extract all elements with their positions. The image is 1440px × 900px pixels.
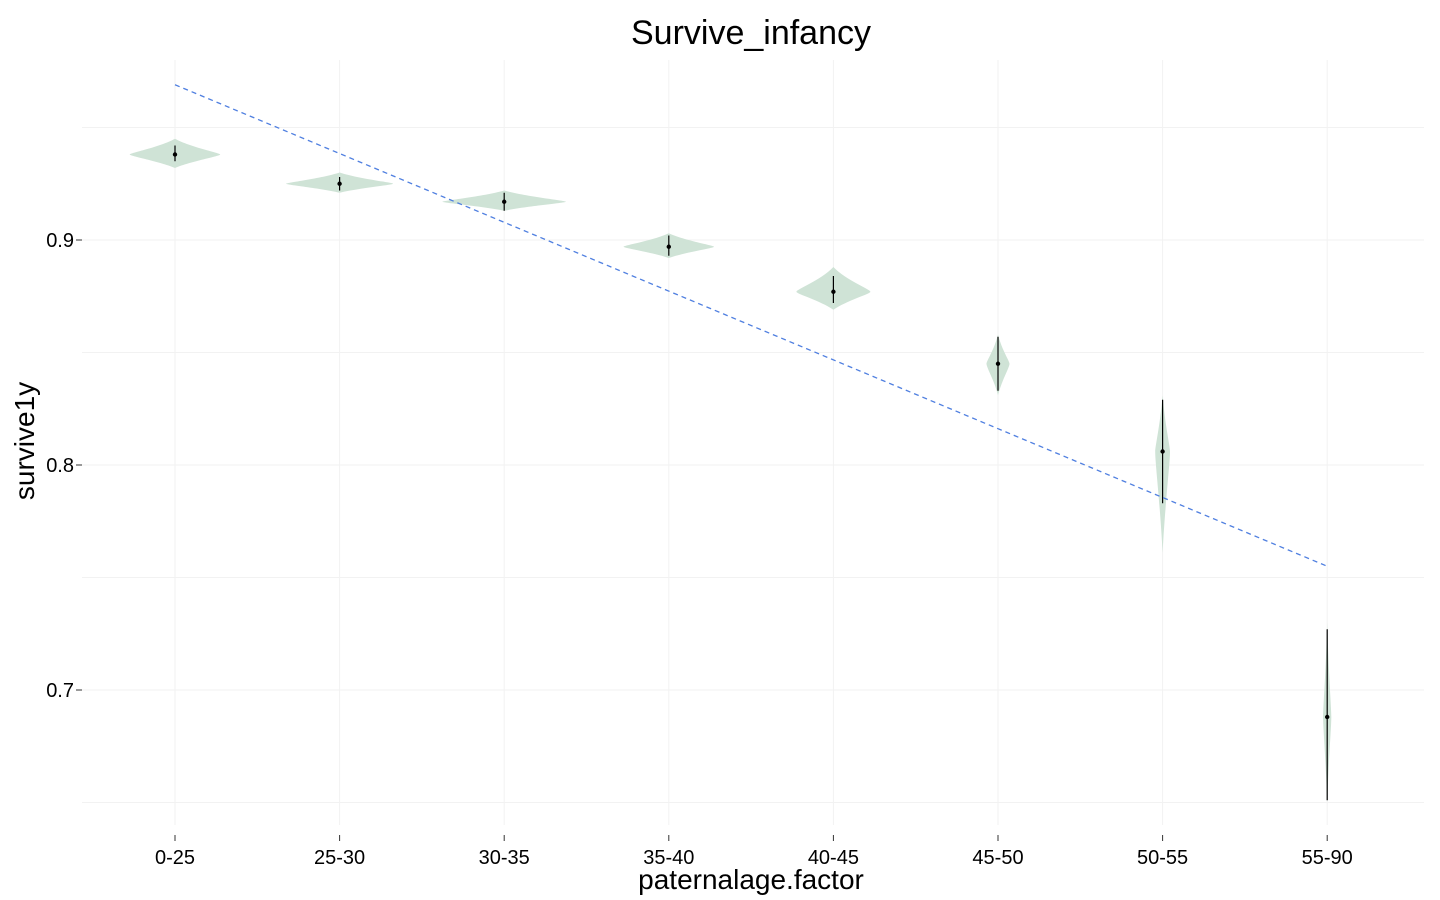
median-point-45-50 xyxy=(995,361,1001,366)
x-tick-label: 35-40 xyxy=(643,847,694,869)
x-tick-label: 55-90 xyxy=(1302,847,1353,869)
x-axis: 0-25 25-30 30-35 35-40 40-45 45-50 50-55 55-90 xyxy=(155,835,1353,869)
median-point-35-40 xyxy=(666,244,671,249)
x-tick-label: 45-50 xyxy=(972,847,1023,869)
y-axis: 0.7 0.8 0.9 xyxy=(46,230,82,702)
median-point-55-90 xyxy=(1325,714,1330,720)
median-point-40-45 xyxy=(831,289,836,294)
x-tick-label: 25-30 xyxy=(314,847,365,869)
chart-title: Survive_infancy xyxy=(631,14,871,52)
x-axis-title: paternalage.factor xyxy=(638,864,864,895)
y-tick-label: 0.8 xyxy=(46,455,74,477)
median-point-50-55 xyxy=(1160,449,1165,454)
x-tick-label: 30-35 xyxy=(479,847,530,869)
trend-line xyxy=(174,84,1328,567)
x-tick-label: 40-45 xyxy=(808,847,859,869)
y-tick-label: 0.9 xyxy=(46,230,74,252)
median-point-25-30 xyxy=(337,181,342,186)
median-point-0-25 xyxy=(172,152,178,157)
x-tick-label: 50-55 xyxy=(1137,847,1188,869)
x-tick-label: 0-25 xyxy=(155,847,195,869)
y-tick-label: 0.7 xyxy=(46,680,74,702)
violins xyxy=(129,138,1332,803)
grid xyxy=(82,60,1424,825)
median-point-30-35 xyxy=(502,199,507,204)
trend-line-group xyxy=(174,84,1328,567)
y-axis-title: survive1y xyxy=(9,382,40,500)
